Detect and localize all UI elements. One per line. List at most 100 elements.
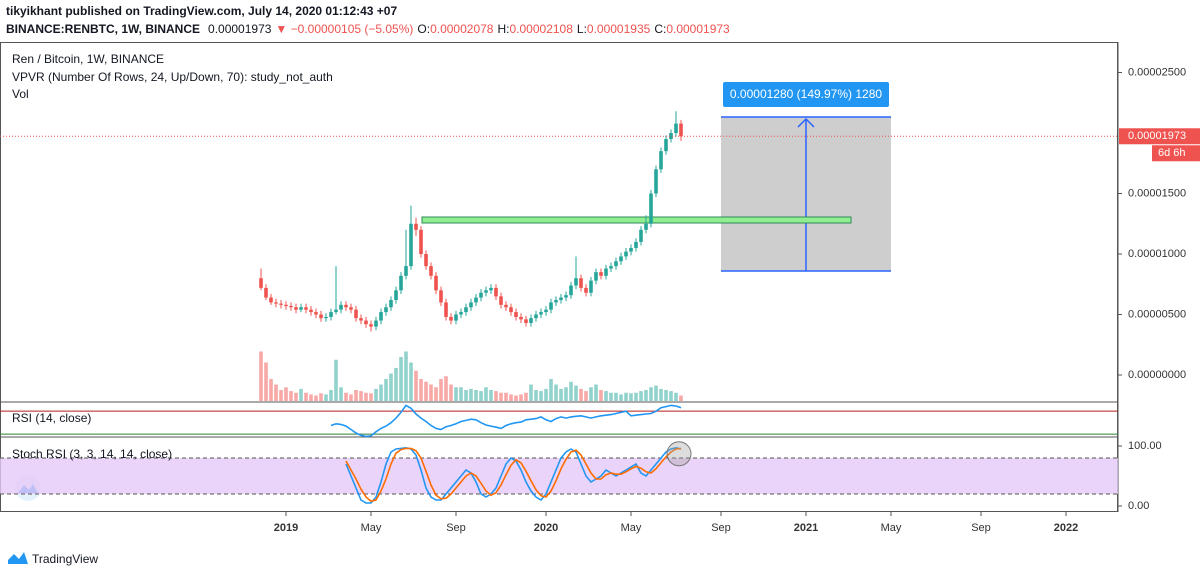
volume-bar: [529, 384, 533, 401]
y-tick-label: 0.00: [1128, 500, 1149, 512]
candle-body: [264, 287, 268, 298]
volume-bar: [259, 351, 263, 401]
volume-bar: [369, 393, 373, 401]
y-tick-label: 0.00000000: [1128, 369, 1186, 381]
candle-body: [314, 312, 318, 315]
volume-bar: [484, 387, 488, 401]
volume-bar: [324, 394, 328, 401]
candle-body: [454, 314, 458, 321]
candle-body: [339, 304, 343, 310]
candle-body: [399, 275, 403, 291]
volume-bar: [364, 392, 368, 401]
volume-bar: [609, 392, 613, 401]
volume-bar: [519, 394, 523, 401]
volume-bar: [404, 351, 408, 401]
change: ▼ −0.00000105 (−5.05%): [275, 22, 413, 36]
candle-body: [489, 287, 493, 291]
candle-body: [584, 287, 588, 293]
candle-body: [609, 266, 613, 269]
volume-bar: [539, 391, 543, 401]
countdown-box: [1152, 145, 1200, 162]
crosshair-marker: [666, 441, 692, 467]
volume-bar: [419, 379, 423, 401]
candle-body: [634, 241, 638, 248]
volume-bar: [514, 395, 518, 401]
candle-body: [464, 307, 468, 313]
volume-bar: [554, 384, 558, 401]
volume-bar: [644, 390, 648, 401]
candle-body: [599, 272, 603, 276]
h-value: 0.00002108: [509, 22, 573, 36]
candle-body: [574, 278, 578, 286]
symbol-line: BINANCE:RENBTC, 1W, BINANCE 0.00001973 ▼ −…: [6, 22, 730, 36]
candle-body: [569, 285, 573, 296]
y-tick-label: 0.00002500: [1128, 66, 1186, 78]
volume-bar: [584, 391, 588, 401]
x-tick-label: 2019: [274, 522, 298, 534]
footer-text: TradingView: [32, 552, 98, 566]
x-tick-label: 2021: [794, 522, 818, 534]
volume-bar: [474, 390, 478, 401]
volume-bar: [424, 381, 428, 401]
symbol: BINANCE:RENBTC, 1W, BINANCE: [6, 22, 200, 36]
candle-body: [324, 316, 328, 319]
candle-body: [379, 312, 383, 321]
h-label: H:: [497, 22, 509, 36]
measure-label: 0.00001280 (149.97%) 1280: [730, 87, 882, 101]
candle-body: [544, 309, 548, 313]
volume-bar: [349, 394, 353, 401]
volume-bar: [434, 387, 438, 401]
volume-bar: [654, 385, 658, 401]
volume-bar: [389, 373, 393, 401]
candle-body: [644, 223, 648, 230]
volume-bar: [559, 388, 563, 401]
candle-body: [509, 307, 513, 313]
footer-logo: [8, 552, 28, 564]
candle-body: [534, 314, 538, 319]
last-price-label: 0.00001973: [1128, 130, 1186, 142]
volume-bar: [604, 391, 608, 401]
y-tick-label: 0.00001500: [1128, 187, 1186, 199]
candle-body: [649, 193, 653, 224]
volume-bar: [384, 379, 388, 401]
candle-body: [449, 316, 453, 321]
candle-body: [434, 275, 438, 291]
y-tick-label: 0.00001000: [1128, 248, 1186, 260]
candle-body: [384, 307, 388, 313]
volume-bar: [314, 395, 318, 401]
volume-bar: [359, 391, 363, 401]
volume-bar: [544, 388, 548, 401]
volume-bar: [594, 384, 598, 401]
candle-body: [674, 123, 678, 133]
volume-bar: [524, 392, 528, 401]
volume-bar: [429, 384, 433, 401]
volume-bar: [329, 390, 333, 401]
volume-bar: [569, 381, 573, 401]
volume-bar: [614, 392, 618, 401]
volume-bar: [659, 388, 663, 401]
measure-label-box: [723, 82, 889, 107]
candle-body: [309, 309, 313, 313]
volume-bar: [634, 392, 638, 401]
x-tick-label: Sep: [971, 522, 991, 534]
volume-bar: [509, 394, 513, 401]
l-label: L:: [577, 22, 587, 36]
candle-body: [429, 266, 433, 276]
candle-body: [259, 278, 263, 288]
volume-bar: [664, 390, 668, 401]
candle-body: [614, 261, 618, 267]
volume-bar: [269, 379, 273, 401]
x-tick-label: May: [361, 522, 382, 534]
volume-bar: [589, 387, 593, 401]
volume-bar: [339, 387, 343, 401]
x-tick-label: 2020: [534, 522, 558, 534]
volume-bar: [279, 390, 283, 401]
volume-bar: [394, 368, 398, 401]
candle-body: [344, 304, 348, 308]
support-zone: [421, 216, 852, 224]
last-price: 0.00001973: [208, 22, 272, 36]
candle-body: [364, 320, 368, 325]
pane-title: Stoch RSI (3, 3, 14, 14, close): [12, 447, 172, 461]
candle-body: [459, 312, 463, 315]
volume-bar: [464, 390, 468, 401]
